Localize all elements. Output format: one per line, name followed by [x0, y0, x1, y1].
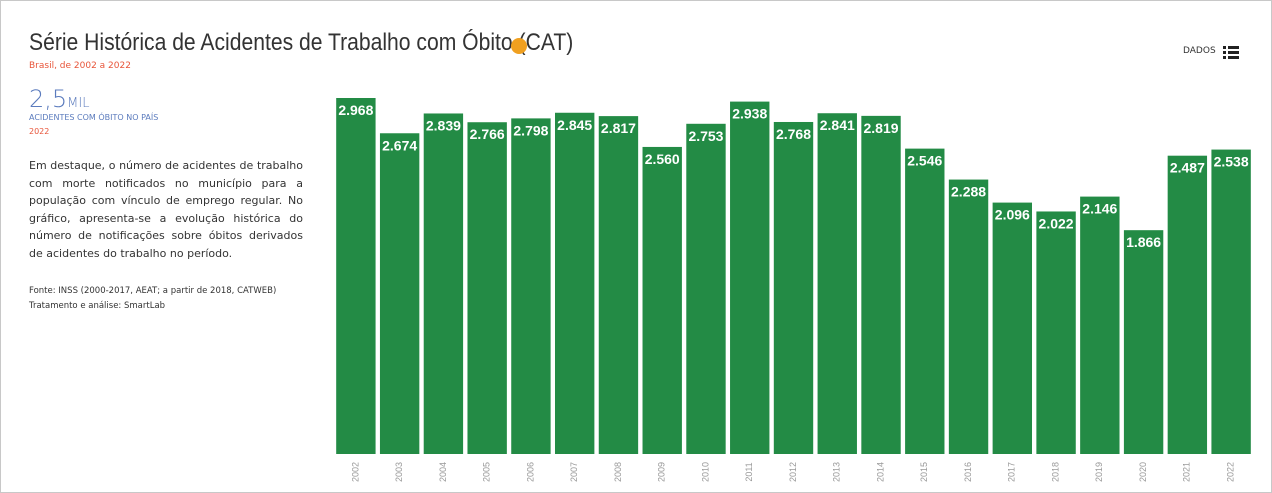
data-button[interactable]: DADOS — [1183, 46, 1216, 56]
x-tick-label: 2009 — [657, 462, 667, 482]
x-tick-label: 2022 — [1225, 462, 1235, 482]
chart: 2.968 2002 2.674 2003 2.839 2004 2.766 2005 2.79… — [336, 98, 1251, 482]
x-tick-label: 2020 — [1138, 462, 1148, 482]
data-label: 2.487 — [1170, 160, 1205, 176]
data-label: 2.674 — [382, 137, 417, 153]
data-label: 2.819 — [864, 120, 899, 136]
kpi-value: 2,5MIL — [29, 85, 89, 113]
bar — [905, 148, 945, 454]
source: Fonte: INSS (2000-2017, AEAT; a partir d… — [29, 286, 277, 296]
bar — [948, 179, 989, 454]
bar — [511, 118, 551, 454]
data-label: 2.768 — [776, 126, 811, 142]
bar — [1123, 230, 1164, 454]
data-label: 1.866 — [1126, 234, 1161, 250]
data-label: 2.968 — [338, 102, 373, 118]
bar — [423, 113, 464, 454]
data-label: 2.798 — [513, 122, 548, 138]
x-tick-label: 2013 — [832, 462, 842, 482]
bar — [379, 133, 420, 454]
bar — [686, 123, 726, 455]
data-label: 2.538 — [1214, 154, 1249, 170]
x-tick-label: 2017 — [1007, 462, 1017, 482]
x-tick-label: 2008 — [613, 462, 623, 482]
x-tick-label: 2004 — [438, 462, 448, 482]
bar — [992, 202, 1033, 454]
x-tick-label: 2007 — [569, 462, 579, 482]
subtitle: Brasil, de 2002 a 2022 — [29, 61, 131, 71]
x-tick-label: 2021 — [1182, 462, 1192, 482]
bar — [1036, 211, 1076, 454]
kpi-number: 2,5 — [29, 85, 68, 113]
x-tick-label: 2019 — [1094, 462, 1104, 482]
x-tick-label: 2006 — [525, 462, 535, 482]
analysis-credit: Tratamento e análise: SmartLab — [29, 301, 166, 311]
kpi-unit: MIL — [67, 96, 90, 111]
bar — [1167, 155, 1208, 454]
bar — [554, 112, 595, 455]
bar — [817, 113, 857, 454]
x-tick-label: 2018 — [1050, 462, 1060, 482]
x-tick-label: 2002 — [350, 462, 360, 482]
bar — [642, 146, 682, 455]
data-label: 2.841 — [820, 117, 855, 133]
data-label: 2.817 — [601, 120, 636, 136]
bar — [598, 116, 639, 454]
x-tick-label: 2014 — [875, 462, 885, 482]
x-tick-label: 2015 — [919, 462, 929, 482]
x-tick-label: 2016 — [963, 462, 973, 482]
data-label: 2.146 — [1082, 201, 1117, 217]
data-label: 2.839 — [426, 117, 461, 133]
info-icon[interactable] — [511, 38, 527, 54]
kpi-year: 2022 — [29, 127, 50, 136]
data-label: 2.288 — [951, 184, 986, 200]
list-icon[interactable] — [1223, 45, 1239, 59]
bar — [467, 122, 507, 454]
data-label: 2.938 — [732, 106, 767, 122]
bar — [336, 98, 376, 454]
data-label: 2.022 — [1039, 215, 1074, 231]
x-tick-label: 2005 — [482, 462, 492, 482]
x-tick-label: 2012 — [788, 462, 798, 482]
title: Série Histórica de Acidentes de Trabalho… — [29, 29, 574, 56]
description: Em destaque, o número de acidentes de tr… — [29, 159, 303, 260]
bar — [861, 115, 901, 455]
bar — [1080, 196, 1120, 454]
bar — [1211, 149, 1251, 454]
data-label: 2.096 — [995, 207, 1030, 223]
kpi-label: ACIDENTES COM ÓBITO NO PAÍS — [29, 113, 159, 122]
bar — [773, 121, 814, 454]
x-tick-label: 2010 — [700, 462, 710, 482]
bar — [730, 101, 770, 454]
x-tick-label: 2011 — [744, 462, 754, 481]
x-tick-label: 2003 — [394, 462, 404, 482]
data-label: 2.546 — [907, 153, 942, 169]
data-label: 2.766 — [470, 126, 505, 142]
data-label: 2.845 — [557, 117, 592, 133]
data-label: 2.560 — [645, 151, 680, 167]
data-label: 2.753 — [688, 128, 723, 144]
